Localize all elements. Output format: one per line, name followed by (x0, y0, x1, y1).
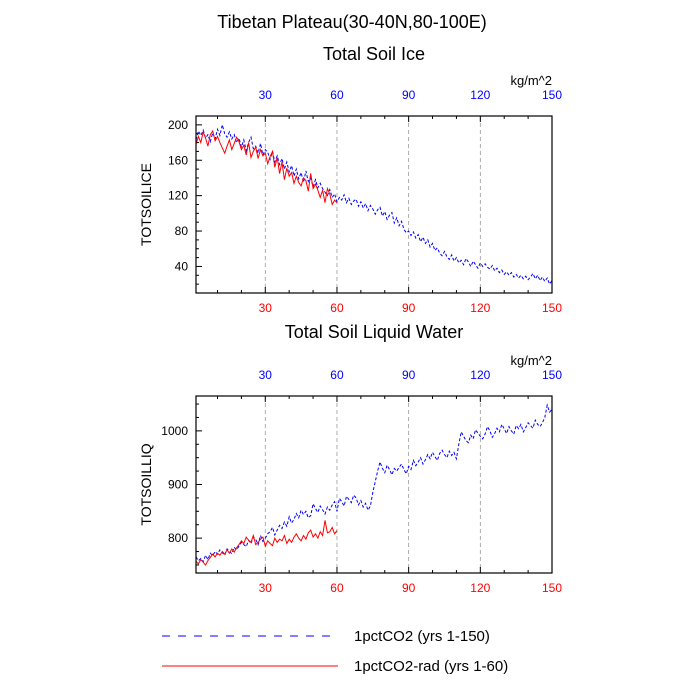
x-tick-label-bottom: 30 (259, 301, 273, 315)
panel-total-soil-liquid-water: Total Soil Liquid Water kg/m^2 TOTSOILLIQ 3… (138, 322, 562, 595)
y-tick-label: 1000 (161, 424, 188, 438)
series-line-1pctco2-rad (195, 520, 338, 566)
y-axis-label: TOTSOILLIQ (138, 443, 154, 525)
x-tick-label-top: 150 (542, 88, 562, 102)
x-tick-label-top: 30 (259, 368, 273, 382)
y-tick-label: 800 (168, 531, 188, 545)
y-tick-label: 160 (168, 153, 188, 167)
x-tick-label-bottom: 60 (330, 301, 344, 315)
x-tick-label-top: 60 (330, 368, 344, 382)
x-tick-label-top: 120 (470, 368, 490, 382)
legend-label-1pctco2: 1pctCO2 (yrs 1-150) (354, 628, 490, 645)
units-label: kg/m^2 (510, 73, 552, 88)
x-tick-label-top: 30 (259, 88, 273, 102)
x-tick-label-bottom: 150 (542, 581, 562, 595)
series-line-1pctco2 (195, 403, 553, 563)
x-tick-label-bottom: 120 (470, 301, 490, 315)
x-tick-label-bottom: 150 (542, 301, 562, 315)
x-tick-label-bottom: 120 (470, 581, 490, 595)
y-tick-label: 120 (168, 189, 188, 203)
legend: 1pctCO2 (yrs 1-150) 1pctCO2-rad (yrs 1-6… (162, 628, 508, 675)
series-line-1pctco2 (195, 124, 553, 286)
figure-main-title: Tibetan Plateau(30-40N,80-100E) (217, 12, 487, 32)
plot-frame (195, 115, 553, 294)
plot-frame (195, 395, 553, 574)
chart-title: Total Soil Liquid Water (285, 322, 463, 342)
units-label: kg/m^2 (510, 353, 552, 368)
x-tick-label-top: 120 (470, 88, 490, 102)
x-tick-label-top: 60 (330, 88, 344, 102)
x-tick-label-top: 90 (402, 88, 416, 102)
series-line-1pctco2-rad (195, 129, 338, 206)
x-tick-label-top: 90 (402, 368, 416, 382)
x-tick-label-bottom: 60 (330, 581, 344, 595)
legend-label-1pctco2-rad: 1pctCO2-rad (yrs 1-60) (354, 658, 508, 675)
chart-title: Total Soil Ice (323, 44, 425, 64)
y-axis-label: TOTSOILICE (138, 163, 154, 246)
y-tick-label: 40 (175, 259, 189, 273)
x-tick-label-bottom: 30 (259, 581, 273, 595)
y-tick-label: 80 (175, 224, 189, 238)
x-tick-label-bottom: 90 (402, 301, 416, 315)
y-tick-label: 900 (168, 478, 188, 492)
x-tick-label-top: 150 (542, 368, 562, 382)
panel-total-soil-ice: Total Soil Ice kg/m^2 TOTSOILICE 30 30 60 60 90… (138, 44, 562, 315)
x-tick-label-bottom: 90 (402, 581, 416, 595)
y-tick-label: 200 (168, 118, 188, 132)
